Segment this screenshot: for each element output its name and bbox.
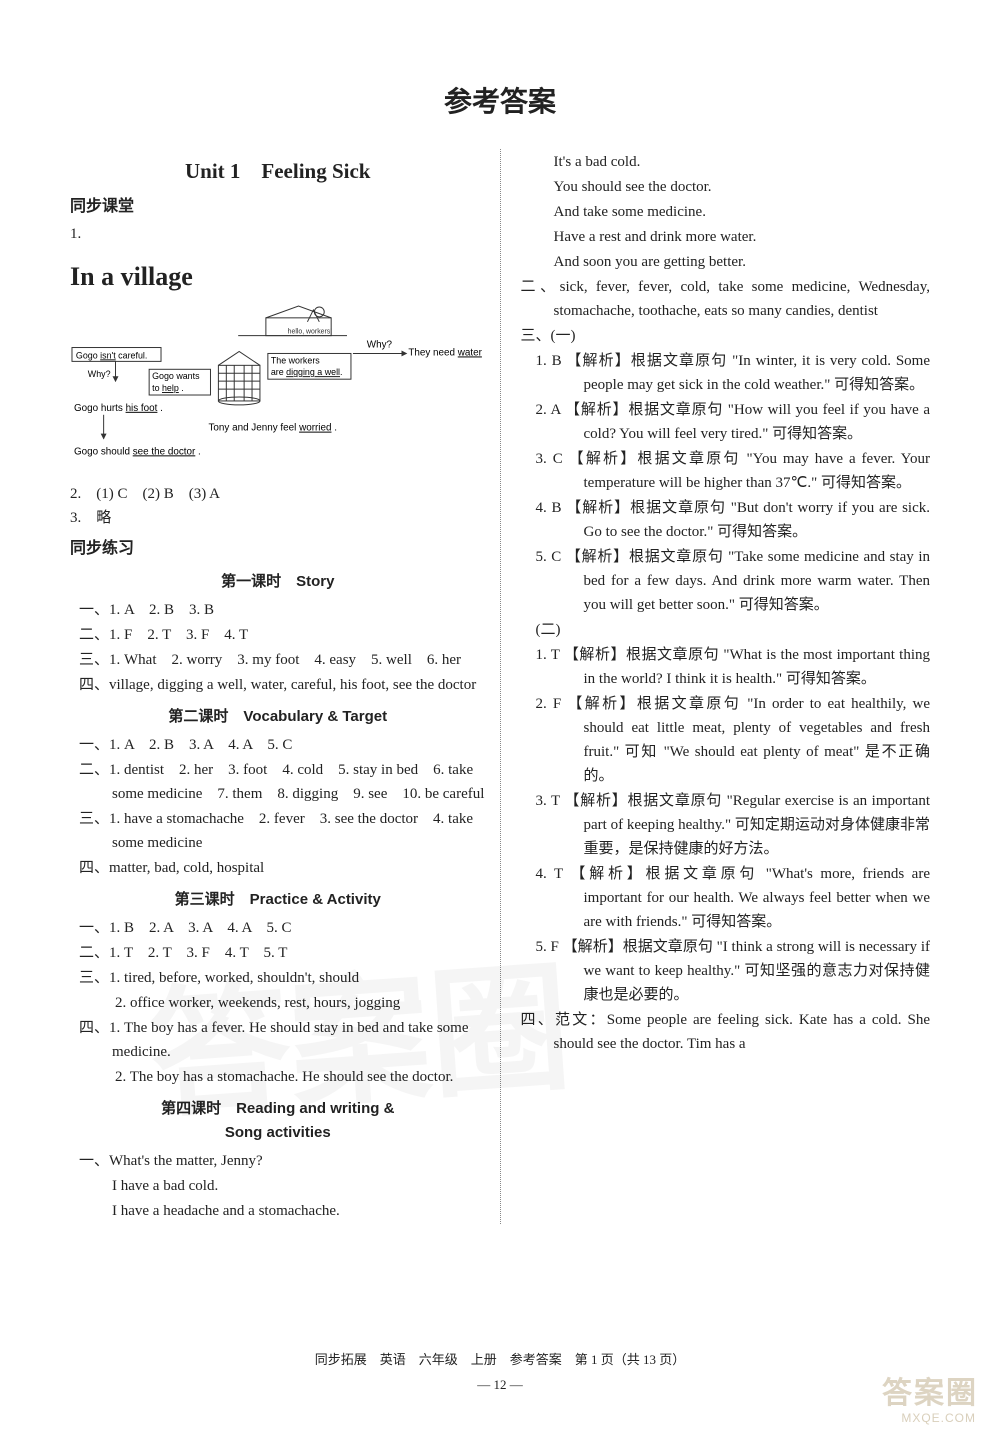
- l3-4a: 四、1. The boy has a fever. He should stay…: [70, 1016, 486, 1064]
- svg-text:They need water: They need water: [408, 347, 482, 358]
- l2-4: 四、matter, bad, cold, hospital: [70, 856, 486, 880]
- r-cont5: And soon you are getting better.: [515, 250, 931, 274]
- page-footer: 同步拓展 英语 六年级 上册 参考答案 第 1 页（共 13 页） — 12 —: [0, 1350, 1000, 1396]
- r3-4: 4. B 【解析】根据文章原句 "But don't worry if you …: [515, 496, 931, 544]
- lesson3-title: 第三课时 Practice & Activity: [70, 888, 486, 912]
- l1-2: 二、1. F 2. T 3. F 4. T: [70, 623, 486, 647]
- l4-1b: I have a bad cold.: [70, 1174, 486, 1198]
- unit-title: Unit 1 Feeling Sick: [70, 155, 486, 189]
- r-cont1: It's a bad cold.: [515, 150, 931, 174]
- svg-text:Tony and Jenny feel worried .: Tony and Jenny feel worried .: [209, 422, 337, 433]
- page-number: — 12 —: [0, 1375, 1000, 1396]
- r3-1: 1. B 【解析】根据文章原句 "In winter, it is very c…: [515, 349, 931, 397]
- l4-1a: 一、What's the matter, Jenny?: [70, 1149, 486, 1173]
- l1-3: 三、1. What 2. worry 3. my foot 4. easy 5.…: [70, 648, 486, 672]
- lesson4-title-b: Song activities: [70, 1121, 486, 1145]
- l3-1: 一、1. B 2. A 3. A 4. A 5. C: [70, 916, 486, 940]
- l3-3a: 三、1. tired, before, worked, shouldn't, s…: [70, 966, 486, 990]
- lesson1-title: 第一课时 Story: [70, 570, 486, 594]
- left-column: Unit 1 Feeling Sick 同步课堂 1. In a village…: [70, 149, 486, 1224]
- r3b-3: 3. T 【解析】根据文章原句 "Regular exercise is an …: [515, 789, 931, 861]
- r2: 二、sick, fever, fever, cold, take some me…: [515, 275, 931, 323]
- l1-1: 一、1. A 2. B 3. B: [70, 598, 486, 622]
- r3-5: 5. C 【解析】根据文章原句 "Take some medicine and …: [515, 545, 931, 617]
- q1-label: 1.: [70, 222, 486, 246]
- svg-text:The workers: The workers: [271, 355, 320, 365]
- right-column: It's a bad cold. You should see the doct…: [515, 149, 931, 1224]
- r3-2: 2. A 【解析】根据文章原句 "How will you feel if yo…: [515, 398, 931, 446]
- diagram-svg: hello, workers! Why? They need water Gog…: [70, 304, 486, 462]
- l3-3b: 2. office worker, weekends, rest, hours,…: [70, 991, 486, 1015]
- column-divider: [500, 149, 501, 1224]
- diagram-title: In a village: [70, 256, 486, 298]
- corner-sub: MXQE.COM: [901, 1409, 976, 1428]
- l2-1: 一、1. A 2. B 3. A 4. A 5. C: [70, 733, 486, 757]
- r3-3: 3. C 【解析】根据文章原句 "You may have a fever. Y…: [515, 447, 931, 495]
- q3-answer: 3. 略: [70, 506, 486, 530]
- footer-text: 同步拓展 英语 六年级 上册 参考答案 第 1 页（共 13 页）: [0, 1350, 1000, 1371]
- l2-3: 三、1. have a stomachache 2. fever 3. see …: [70, 807, 486, 855]
- r3-head: 三、(一): [515, 324, 931, 348]
- svg-text:to help .: to help .: [152, 383, 184, 393]
- svg-text:Gogo isn't careful.: Gogo isn't careful.: [76, 350, 147, 360]
- svg-text:are digging a well.: are digging a well.: [271, 367, 343, 377]
- l3-2: 二、1. T 2. T 3. F 4. T 5. T: [70, 941, 486, 965]
- r3b-5: 5. F 【解析】根据文章原句 "I think a strong will i…: [515, 935, 931, 1007]
- page-title: 参考答案: [70, 80, 930, 125]
- section-head-tongbu-lianxi: 同步练习: [70, 536, 486, 562]
- l1-4: 四、village, digging a well, water, carefu…: [70, 673, 486, 697]
- l4-1c: I have a headache and a stomachache.: [70, 1199, 486, 1223]
- r3b-head: (二): [515, 618, 931, 642]
- svg-text:Why?: Why?: [367, 339, 393, 350]
- village-diagram: In a village hello, workers! Why? They n…: [70, 250, 486, 474]
- svg-text:hello, workers!: hello, workers!: [288, 328, 333, 335]
- r3b-1: 1. T 【解析】根据文章原句 "What is the most import…: [515, 643, 931, 691]
- r-cont3: And take some medicine.: [515, 200, 931, 224]
- section-head-tongbu-ketang: 同步课堂: [70, 194, 486, 220]
- r-cont2: You should see the doctor.: [515, 175, 931, 199]
- r-cont4: Have a rest and drink more water.: [515, 225, 931, 249]
- svg-text:Gogo should see the doctor .: Gogo should see the doctor .: [74, 446, 201, 457]
- lesson4-title-a: 第四课时 Reading and writing &: [70, 1097, 486, 1121]
- content-columns: Unit 1 Feeling Sick 同步课堂 1. In a village…: [70, 149, 930, 1224]
- svg-text:Why?: Why?: [88, 369, 111, 379]
- r3b-2: 2. F 【解析】根据文章原句 "In order to eat healthi…: [515, 692, 931, 788]
- svg-text:Gogo wants: Gogo wants: [152, 371, 200, 381]
- q2-answer: 2. (1) C (2) B (3) A: [70, 482, 486, 506]
- svg-text:Gogo hurts his foot .: Gogo hurts his foot .: [74, 402, 163, 413]
- l2-2: 二、1. dentist 2. her 3. foot 4. cold 5. s…: [70, 758, 486, 806]
- r4: 四、范文：Some people are feeling sick. Kate …: [515, 1008, 931, 1056]
- r3b-4: 4. T 【解析】根据文章原句 "What's more, friends ar…: [515, 862, 931, 934]
- lesson2-title: 第二课时 Vocabulary & Target: [70, 705, 486, 729]
- l3-4b: 2. The boy has a stomachache. He should …: [70, 1065, 486, 1089]
